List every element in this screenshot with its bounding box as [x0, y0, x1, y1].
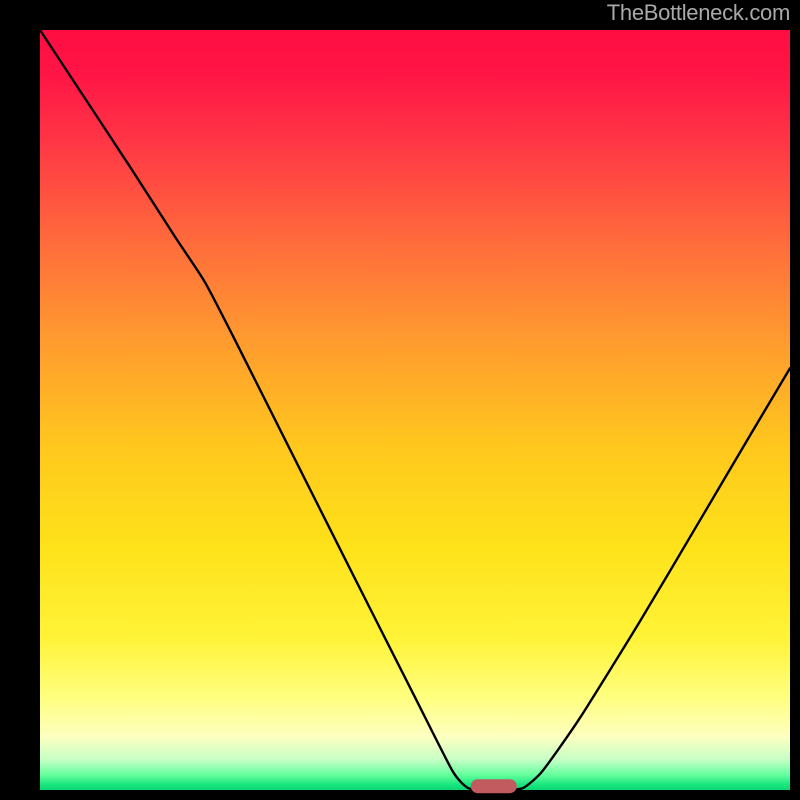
plot-gradient-background	[40, 30, 790, 790]
optimal-marker	[471, 779, 517, 793]
watermark-text: TheBottleneck.com	[607, 0, 790, 26]
chart-root: TheBottleneck.com	[0, 0, 800, 800]
bottleneck-chart-svg	[0, 0, 800, 800]
